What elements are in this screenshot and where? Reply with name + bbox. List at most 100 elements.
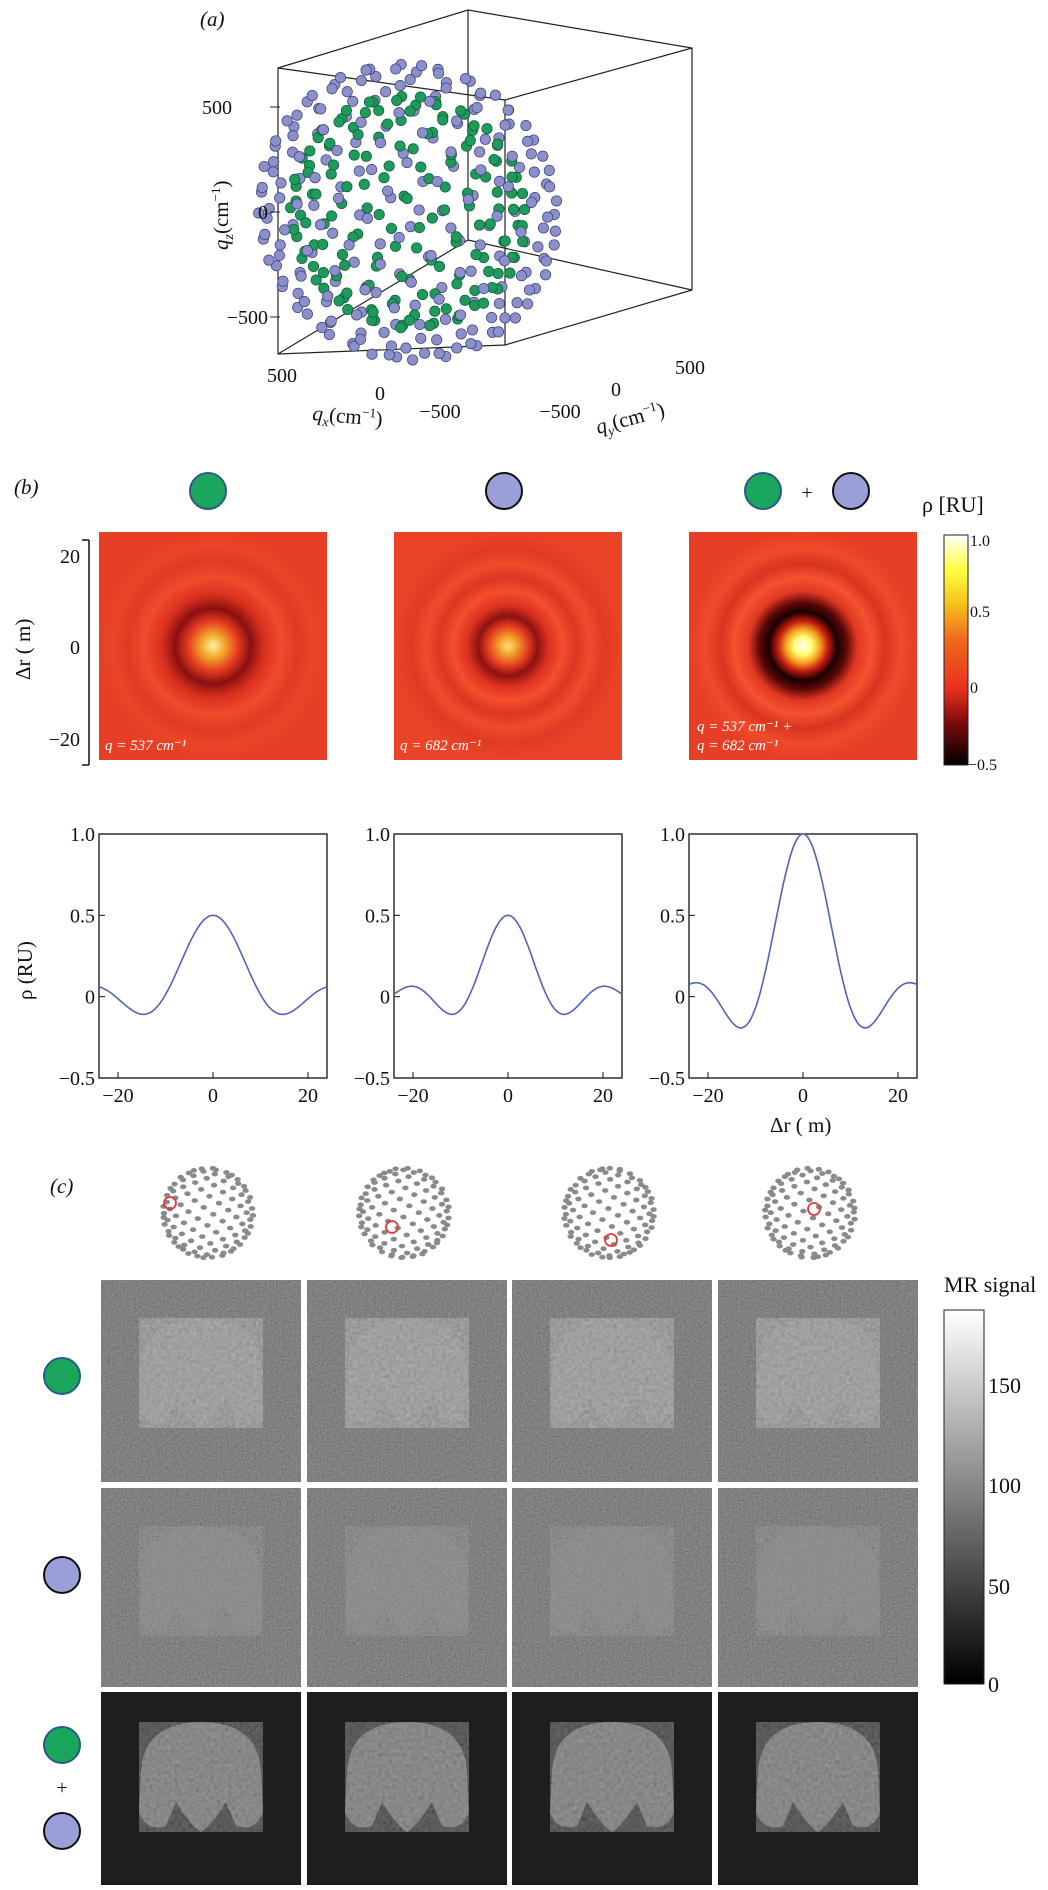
outer-shell-point xyxy=(525,148,537,160)
inner-shell-point xyxy=(324,137,336,149)
sampling-point xyxy=(199,1234,206,1239)
sampling-point xyxy=(248,1206,256,1211)
sampling-point xyxy=(565,1200,573,1206)
inner-shell-point xyxy=(477,297,490,309)
outer-shell-point xyxy=(445,146,457,158)
sampling-point xyxy=(615,1172,622,1178)
sampling-point xyxy=(180,1184,187,1190)
sampling-point xyxy=(602,1170,609,1175)
y-tick-label: 0.5 xyxy=(365,905,390,927)
mr-colorbar-tick: 0 xyxy=(988,1672,999,1697)
y-tick-label: 0 xyxy=(675,987,685,1009)
sampling-point xyxy=(791,1170,799,1175)
sampling-point xyxy=(225,1207,232,1213)
sampling-point xyxy=(358,1220,366,1226)
inner-shell-point xyxy=(359,107,371,119)
sampling-point xyxy=(785,1213,792,1218)
sampling-point xyxy=(838,1207,845,1212)
sampling-point xyxy=(431,1195,438,1200)
sampling-point xyxy=(222,1243,230,1249)
outer-shell-point xyxy=(314,219,327,231)
sampling-point xyxy=(605,1206,612,1211)
outer-shell-point xyxy=(287,130,299,142)
outer-shell-point xyxy=(268,156,280,168)
outer-shell-point xyxy=(454,267,466,279)
sampling-point xyxy=(212,1229,220,1235)
sampling-point xyxy=(840,1196,847,1201)
sampling-point xyxy=(234,1177,241,1182)
outer-shell-point xyxy=(393,107,405,119)
outer-shell-point xyxy=(513,161,526,173)
outer-shell-point xyxy=(351,309,363,321)
outer-shell-point xyxy=(515,226,527,238)
sampling-point xyxy=(790,1242,797,1247)
outer-shell-point xyxy=(474,146,486,158)
outer-shell-point xyxy=(440,82,452,94)
outer-shell-point xyxy=(486,312,498,324)
sampling-point xyxy=(561,1205,568,1210)
outer-shell-point xyxy=(400,342,412,354)
inner-shell-point xyxy=(433,260,446,272)
outer-shell-point xyxy=(295,270,307,282)
outer-shell-point xyxy=(522,298,534,310)
inner-shell-point xyxy=(333,295,345,307)
qy-axis-label: qy(cm−1) xyxy=(593,397,668,443)
sampling-point xyxy=(575,1196,582,1202)
sampling-point xyxy=(434,1231,441,1236)
map-y-tick: 20 xyxy=(60,546,80,568)
sampling-point xyxy=(781,1174,789,1180)
outer-shell-point xyxy=(383,349,395,361)
sampling-point xyxy=(642,1184,649,1190)
sampling-point xyxy=(369,1242,376,1248)
panel-c-label: (c) xyxy=(50,1174,73,1198)
sampling-point xyxy=(650,1207,657,1212)
sampling-point xyxy=(770,1236,777,1242)
x-tick-label: 20 xyxy=(298,1085,318,1107)
sampling-point xyxy=(608,1224,616,1229)
z-tick: −500 xyxy=(227,307,268,329)
outer-shell-point xyxy=(540,255,552,267)
outer-shell-point xyxy=(317,124,329,136)
sampling-point xyxy=(371,1180,378,1185)
sampling-point xyxy=(799,1172,806,1178)
sampling-point xyxy=(220,1178,227,1184)
sampling-point xyxy=(243,1210,250,1216)
sampling-point xyxy=(838,1225,846,1230)
sampling-point xyxy=(776,1243,783,1249)
inner-shell-point xyxy=(468,120,480,132)
outer-shell-point xyxy=(542,211,554,223)
sampling-point xyxy=(409,1221,416,1227)
sampling-point xyxy=(614,1249,621,1254)
sampling-point xyxy=(165,1228,172,1234)
sampling-point xyxy=(244,1199,252,1204)
sampling-point xyxy=(573,1241,580,1246)
sampling-point xyxy=(429,1206,436,1211)
sampling-point xyxy=(361,1231,368,1237)
sampling-point xyxy=(416,1168,423,1174)
sampling-point xyxy=(822,1252,829,1258)
z-axis-ticks: 500 0 −500 xyxy=(202,97,280,329)
inner-shell-point xyxy=(470,249,482,261)
sampling-point xyxy=(800,1208,807,1214)
outer-shell-point xyxy=(322,290,334,302)
sampling-point xyxy=(797,1190,804,1196)
sampling-point xyxy=(178,1231,186,1237)
sampling-point xyxy=(200,1255,207,1261)
outer-shell-point xyxy=(253,207,265,219)
sampling-point xyxy=(614,1213,622,1218)
sampling-point xyxy=(190,1173,197,1179)
sampling-point xyxy=(773,1217,780,1222)
inner-shell-point xyxy=(507,203,520,215)
sampling-point xyxy=(813,1175,821,1181)
sampling-point xyxy=(210,1211,217,1217)
sampling-point xyxy=(420,1177,428,1182)
inner-shell-point xyxy=(394,140,406,152)
sampling-point xyxy=(636,1215,644,1221)
sampling-point xyxy=(821,1247,828,1253)
sampling-point xyxy=(626,1250,633,1255)
sampling-point xyxy=(616,1168,623,1174)
sampling-point xyxy=(191,1198,198,1203)
sampling-point xyxy=(381,1170,388,1176)
sampling-point xyxy=(764,1196,771,1202)
inner-shell-point xyxy=(307,260,320,272)
